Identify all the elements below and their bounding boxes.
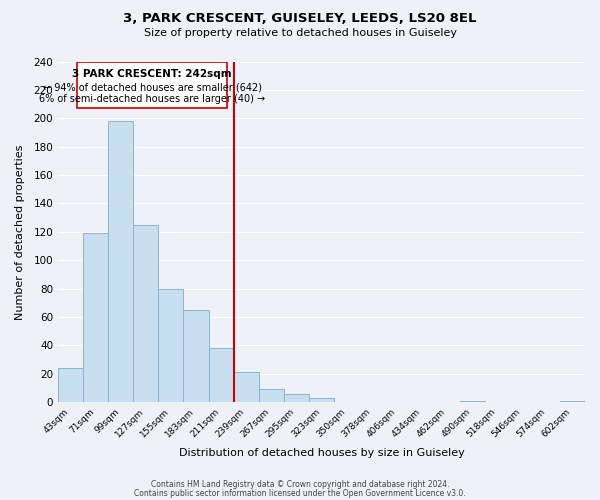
Text: ← 94% of detached houses are smaller (642): ← 94% of detached houses are smaller (64… <box>43 83 262 93</box>
Y-axis label: Number of detached properties: Number of detached properties <box>15 144 25 320</box>
Bar <box>209 348 233 402</box>
Bar <box>58 368 83 402</box>
Bar <box>560 401 585 402</box>
Bar <box>233 372 259 402</box>
Text: Contains public sector information licensed under the Open Government Licence v3: Contains public sector information licen… <box>134 488 466 498</box>
Bar <box>133 225 158 402</box>
Bar <box>184 310 209 402</box>
Text: Contains HM Land Registry data © Crown copyright and database right 2024.: Contains HM Land Registry data © Crown c… <box>151 480 449 489</box>
Text: Size of property relative to detached houses in Guiseley: Size of property relative to detached ho… <box>143 28 457 38</box>
Bar <box>158 288 184 402</box>
Bar <box>284 394 309 402</box>
Bar <box>460 401 485 402</box>
X-axis label: Distribution of detached houses by size in Guiseley: Distribution of detached houses by size … <box>179 448 464 458</box>
Text: 3, PARK CRESCENT, GUISELEY, LEEDS, LS20 8EL: 3, PARK CRESCENT, GUISELEY, LEEDS, LS20 … <box>123 12 477 26</box>
Bar <box>108 121 133 402</box>
Bar <box>259 390 284 402</box>
Text: 6% of semi-detached houses are larger (40) →: 6% of semi-detached houses are larger (4… <box>39 94 265 104</box>
Bar <box>309 398 334 402</box>
Bar <box>83 234 108 402</box>
Text: 3 PARK CRESCENT: 242sqm: 3 PARK CRESCENT: 242sqm <box>72 68 232 78</box>
FancyBboxPatch shape <box>77 62 227 108</box>
